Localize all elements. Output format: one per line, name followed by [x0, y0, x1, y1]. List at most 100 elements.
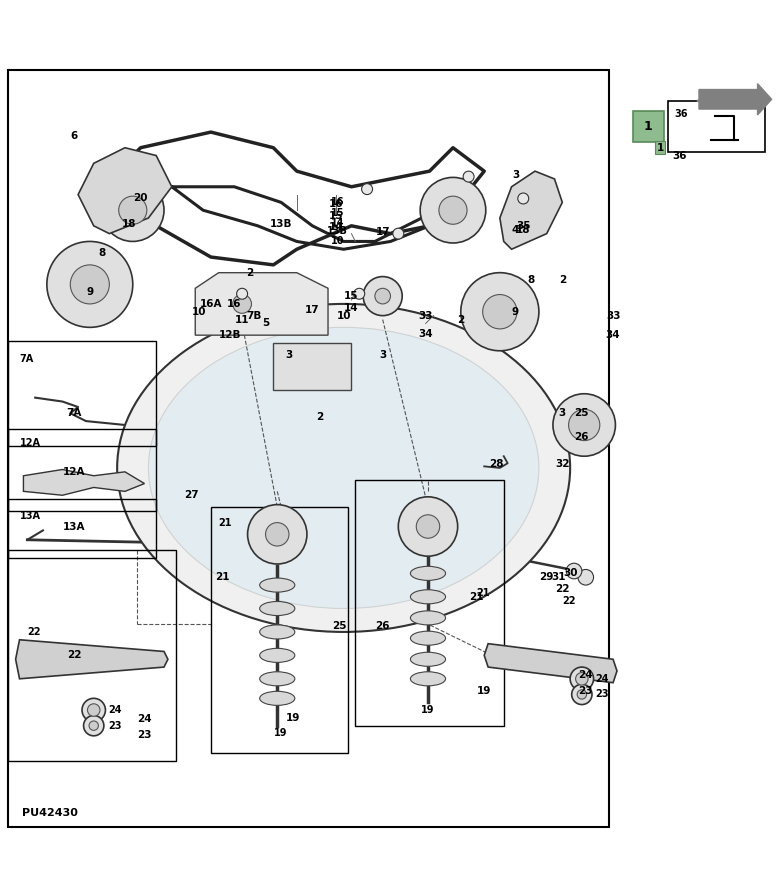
Polygon shape: [195, 273, 328, 335]
Text: 13B: 13B: [327, 227, 348, 236]
Text: 8: 8: [98, 248, 105, 258]
Text: 12B: 12B: [219, 330, 241, 340]
Text: 15: 15: [330, 207, 344, 218]
Circle shape: [82, 699, 105, 722]
Text: 7A: 7A: [66, 408, 82, 418]
Circle shape: [219, 281, 266, 327]
Text: 14: 14: [344, 303, 358, 313]
Text: Jack: Jack: [232, 404, 424, 485]
Text: 29: 29: [540, 573, 554, 582]
Circle shape: [572, 685, 592, 705]
Text: 23: 23: [108, 721, 121, 731]
Ellipse shape: [259, 602, 294, 615]
Text: 19: 19: [286, 713, 300, 723]
Circle shape: [570, 667, 594, 691]
Bar: [8, 69, 609, 827]
Text: 33: 33: [606, 310, 620, 321]
Text: 20: 20: [134, 194, 148, 204]
Text: 30: 30: [563, 568, 577, 579]
Circle shape: [363, 276, 402, 316]
Ellipse shape: [259, 692, 294, 705]
Text: 24: 24: [579, 670, 593, 680]
Text: 22: 22: [562, 596, 576, 605]
Circle shape: [518, 193, 529, 204]
Text: 15: 15: [329, 211, 343, 220]
Text: 3: 3: [558, 408, 566, 418]
Text: 35: 35: [516, 220, 530, 231]
Bar: [633, 111, 664, 142]
Text: 13A: 13A: [63, 522, 85, 532]
Circle shape: [47, 242, 133, 327]
Text: 16: 16: [329, 199, 343, 209]
Circle shape: [398, 497, 458, 557]
Bar: [211, 507, 348, 753]
Circle shape: [463, 172, 474, 182]
Text: 36: 36: [674, 109, 687, 119]
Bar: [8, 428, 156, 511]
Text: 25: 25: [575, 408, 589, 418]
Ellipse shape: [411, 611, 445, 625]
Circle shape: [578, 570, 594, 585]
Text: 4: 4: [512, 225, 519, 235]
Text: 27: 27: [184, 490, 198, 501]
Circle shape: [461, 273, 539, 351]
Text: 2: 2: [558, 276, 566, 285]
Text: 2: 2: [457, 315, 465, 324]
Text: 1: 1: [656, 143, 664, 153]
Circle shape: [569, 409, 600, 441]
Circle shape: [119, 196, 147, 224]
Circle shape: [354, 288, 365, 300]
Text: 8: 8: [527, 276, 535, 285]
Text: 10: 10: [330, 236, 344, 246]
Text: 33: 33: [419, 310, 433, 321]
Text: 1: 1: [644, 120, 653, 133]
Ellipse shape: [148, 327, 539, 608]
Circle shape: [577, 690, 587, 699]
Text: 6: 6: [70, 131, 78, 141]
Text: 21: 21: [469, 592, 483, 602]
Text: 22: 22: [555, 584, 569, 594]
Circle shape: [393, 228, 404, 239]
Polygon shape: [23, 469, 144, 495]
Text: 22: 22: [27, 627, 41, 637]
Ellipse shape: [411, 589, 445, 604]
Text: 24: 24: [595, 674, 608, 684]
Text: 19: 19: [421, 705, 435, 715]
Text: 9: 9: [512, 307, 519, 316]
Text: 15: 15: [344, 291, 358, 301]
Text: 2: 2: [316, 412, 324, 422]
Text: 23: 23: [579, 685, 593, 695]
Text: 9: 9: [86, 287, 94, 297]
Text: 13A: 13A: [20, 511, 41, 521]
Ellipse shape: [259, 672, 294, 685]
Bar: [668, 100, 765, 152]
Text: 10: 10: [337, 310, 351, 321]
Text: 11: 11: [235, 315, 249, 324]
Text: 2: 2: [246, 268, 254, 277]
FancyArrow shape: [699, 84, 772, 115]
Ellipse shape: [117, 304, 570, 632]
Polygon shape: [273, 343, 351, 390]
Text: 3: 3: [285, 349, 293, 360]
Text: 14: 14: [329, 222, 343, 232]
Polygon shape: [484, 644, 617, 683]
Text: 7A: 7A: [20, 354, 34, 364]
Text: 19: 19: [477, 685, 491, 695]
Text: 10: 10: [192, 307, 206, 316]
Text: 13B: 13B: [270, 220, 292, 229]
Text: 24: 24: [137, 715, 152, 725]
Polygon shape: [78, 148, 172, 234]
Text: 19: 19: [274, 728, 288, 739]
Ellipse shape: [259, 578, 294, 592]
Polygon shape: [500, 172, 562, 249]
Text: 36: 36: [672, 150, 686, 161]
Circle shape: [576, 673, 588, 685]
Text: PU42430: PU42430: [22, 808, 78, 818]
Text: 7B: 7B: [246, 310, 262, 321]
Text: 34: 34: [419, 329, 433, 339]
Text: 23: 23: [137, 730, 152, 740]
Text: 14: 14: [330, 218, 344, 228]
Bar: [8, 340, 156, 446]
Ellipse shape: [411, 653, 445, 666]
Circle shape: [362, 184, 373, 195]
